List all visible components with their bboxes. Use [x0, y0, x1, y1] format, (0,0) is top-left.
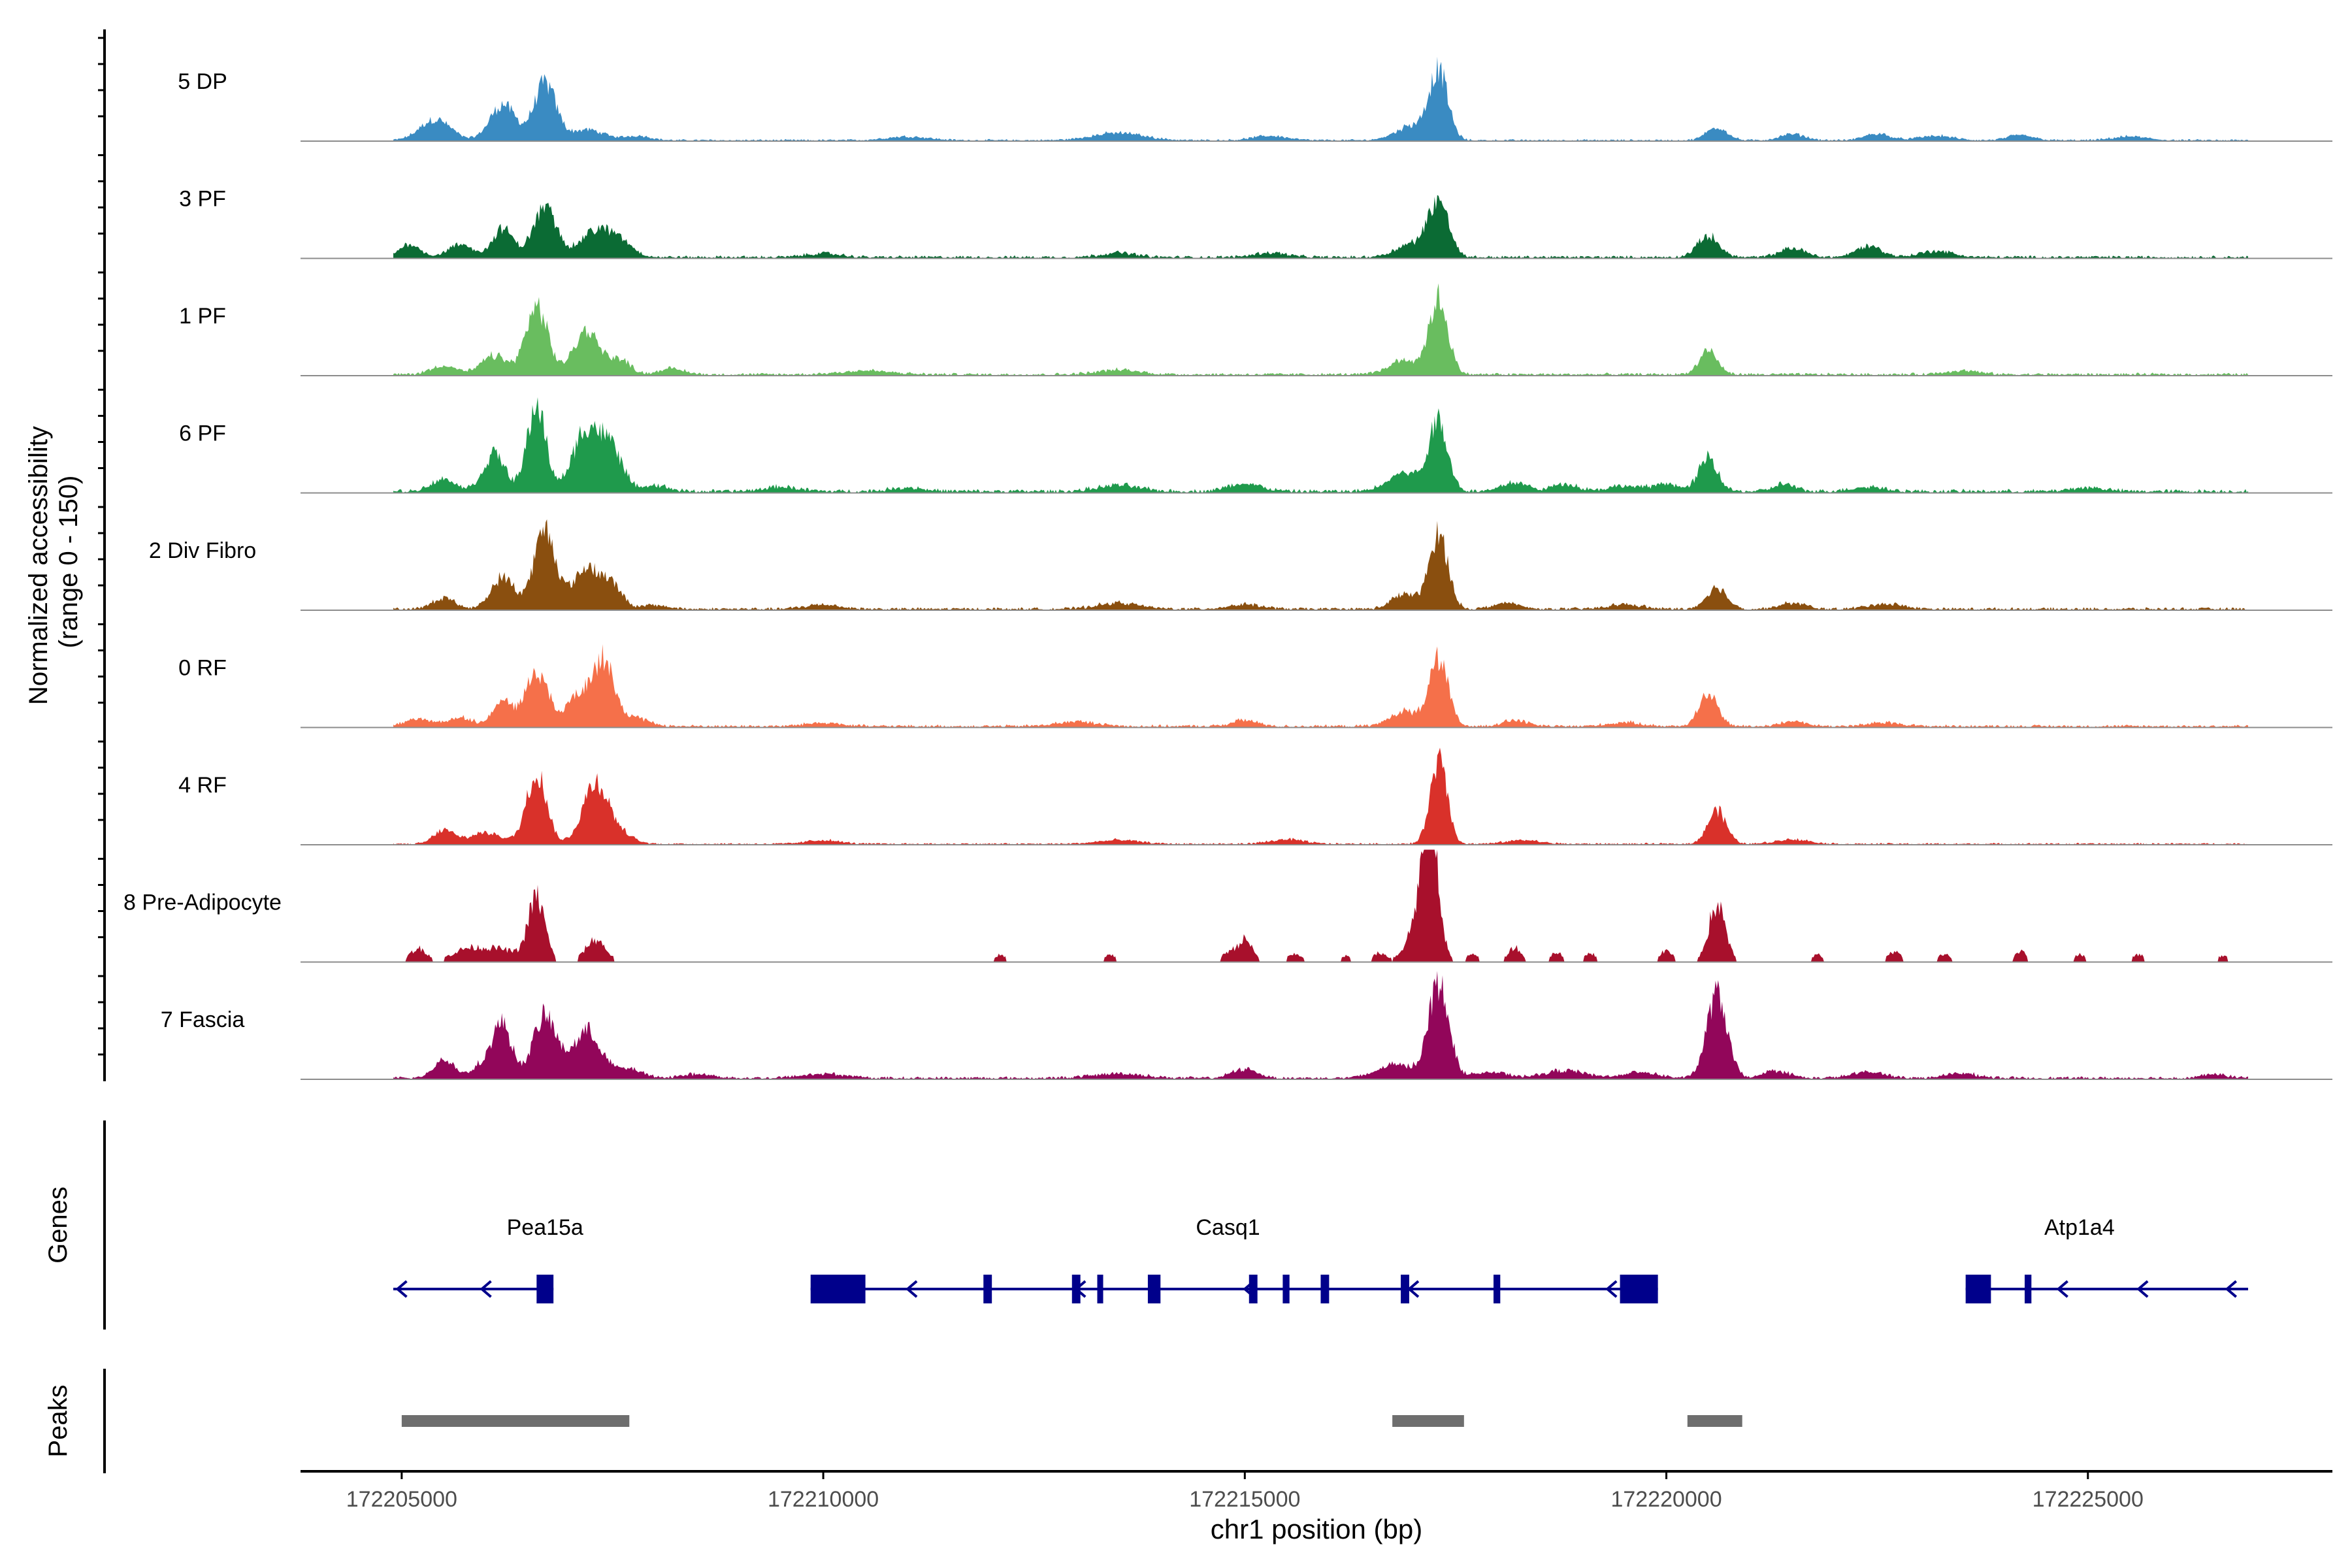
exon	[1249, 1275, 1258, 1303]
strand-arrow	[2136, 1280, 2149, 1298]
exon	[2024, 1275, 2032, 1303]
coverage-area-5-dp	[393, 56, 2248, 141]
track-3-pf: 3 PF	[179, 187, 2332, 259]
gene-casq1: Casq1	[810, 1215, 1658, 1303]
track-label-1-pf: 1 PF	[179, 304, 226, 329]
exon	[1965, 1275, 1991, 1303]
y-axis-label: Normalized accessibility (range 0 - 150)	[24, 419, 83, 705]
peak-bar	[1687, 1415, 1742, 1427]
track-0-rf: 0 RF	[178, 644, 2332, 728]
genes-track-label: Genes	[44, 1186, 73, 1264]
strand-arrow	[1074, 1280, 1086, 1298]
coverage-area-7-fascia	[393, 971, 2248, 1079]
track-6-pf: 6 PF	[179, 397, 2332, 494]
x-tick-label: 172210000	[768, 1487, 879, 1512]
coverage-area-4-rf	[393, 747, 2248, 845]
coverage-area-1-pf	[393, 283, 2248, 376]
gene-pea15a: Pea15a	[393, 1215, 583, 1303]
strand-arrow	[395, 1280, 408, 1298]
exon	[810, 1275, 866, 1303]
exon	[1493, 1275, 1501, 1303]
coverage-area-2-div-fibro	[393, 519, 2248, 610]
x-axis-ticks: 172205000 172210000 172215000 172220000 1722…	[346, 1471, 2144, 1512]
peaks-track	[401, 1415, 1742, 1427]
exon	[1282, 1275, 1290, 1303]
exon	[1147, 1275, 1161, 1303]
strand-arrow	[1605, 1280, 1618, 1298]
track-label-2-div-fibro: 2 Div Fibro	[149, 538, 256, 563]
track-label-0-rf: 0 RF	[178, 656, 227, 681]
y-axis-label-line1: Normalized accessibility	[24, 426, 53, 705]
gene-atp1a4: Atp1a4	[1965, 1215, 2248, 1303]
track-label-4-rf: 4 RF	[178, 773, 227, 798]
exon	[1401, 1275, 1409, 1303]
gene-label-pea15a: Pea15a	[507, 1215, 583, 1240]
coverage-tracks: 5 DP 3 PF 1 PF 6 PF 2 Div Fibro 0 RF 4 RF 8 Pre…	[123, 56, 2332, 1080]
exon	[1097, 1275, 1103, 1303]
strand-arrow	[2056, 1280, 2068, 1298]
track-label-5-dp: 5 DP	[178, 69, 227, 94]
strand-arrow	[1243, 1280, 1255, 1298]
x-tick-label: 172215000	[1189, 1487, 1300, 1512]
track-label-7-fascia: 7 Fascia	[161, 1007, 245, 1032]
track-2-div-fibro: 2 Div Fibro	[149, 519, 2332, 611]
coverage-area-6-pf	[393, 397, 2248, 493]
exon	[983, 1275, 992, 1303]
strand-arrow	[1407, 1280, 1420, 1298]
exon	[1620, 1275, 1658, 1303]
peaks-track-label: Peaks	[44, 1384, 73, 1457]
track-7-fascia: 7 Fascia	[161, 971, 2332, 1080]
track-1-pf: 1 PF	[179, 283, 2332, 376]
track-label-3-pf: 3 PF	[179, 187, 226, 212]
x-tick-label: 172205000	[346, 1487, 457, 1512]
x-tick-label: 172220000	[1610, 1487, 1722, 1512]
track-5-dp: 5 DP	[178, 56, 2332, 142]
peak-bar	[401, 1415, 630, 1427]
gene-label-atp1a4: Atp1a4	[2044, 1215, 2115, 1240]
coverage-area-8-pre-adipocyte	[393, 849, 2248, 962]
x-axis-label: chr1 position (bp)	[1211, 1514, 1423, 1544]
exon	[1320, 1275, 1330, 1303]
track-4-rf: 4 RF	[178, 747, 2332, 845]
gene-label-casq1: Casq1	[1196, 1215, 1260, 1240]
track-label-6-pf: 6 PF	[179, 421, 226, 446]
track-8-pre-adipocyte: 8 Pre-Adipocyte	[123, 849, 2332, 963]
strand-arrow	[480, 1280, 492, 1298]
coverage-area-0-rf	[393, 644, 2248, 728]
y-axis-label-line2: (range 0 - 150)	[54, 476, 83, 649]
track-label-8-pre-adipocyte: 8 Pre-Adipocyte	[123, 890, 282, 915]
x-tick-label: 172225000	[2033, 1487, 2144, 1512]
coverage-area-3-pf	[393, 195, 2248, 259]
strand-arrow	[906, 1280, 918, 1298]
y-axis-ticks	[98, 37, 105, 1056]
peak-bar	[1392, 1415, 1464, 1427]
exon	[536, 1275, 554, 1303]
strand-arrow	[2225, 1280, 2237, 1298]
gene-annotation-track: Pea15a Casq1 Atp1a4	[393, 1215, 2248, 1303]
